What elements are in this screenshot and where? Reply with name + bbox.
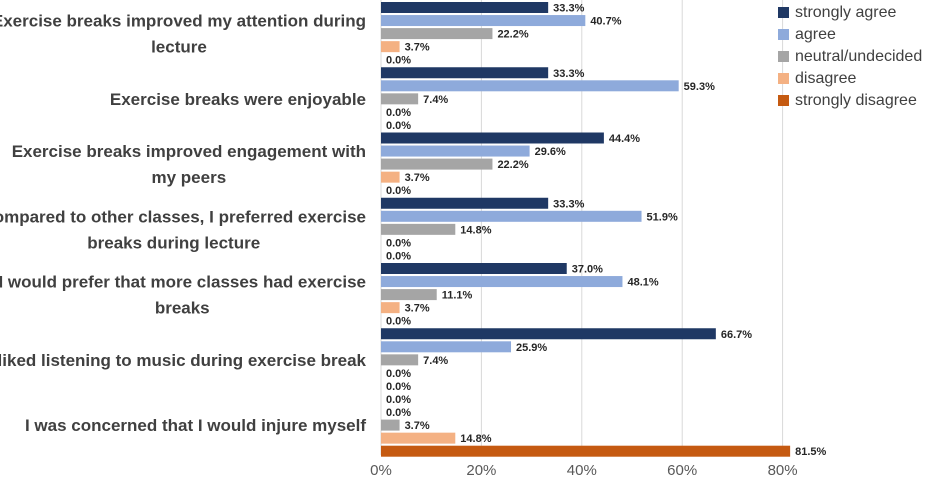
legend-swatch <box>778 7 789 18</box>
data-label: 0.0% <box>386 55 411 67</box>
bar-neutral-undecided <box>381 289 437 301</box>
x-axis-ticks: 0% 20% 40% 60% 80% <box>370 462 797 479</box>
legend-swatch <box>778 29 789 40</box>
bar-neutral-undecided <box>381 223 456 235</box>
x-tick-label: 40% <box>567 462 597 479</box>
bar-neutral-undecided <box>381 93 419 105</box>
data-label: 66.7% <box>721 329 752 341</box>
data-label: 14.8% <box>460 224 491 236</box>
data-label: 7.4% <box>423 355 448 367</box>
bar-strongly-agree <box>381 263 567 274</box>
category-label: I liked listening to music during exerci… <box>0 351 367 370</box>
legend-swatch <box>778 51 789 62</box>
bar-agree <box>381 341 512 353</box>
bar-disagree <box>381 432 456 444</box>
legend-label: disagree <box>795 70 856 87</box>
bar-strongly-disagree <box>381 445 791 457</box>
data-label: 3.7% <box>405 42 430 54</box>
bar-agree <box>381 145 530 157</box>
category-label: my peers <box>152 168 227 187</box>
category-label: breaks <box>155 299 210 318</box>
category-label: Exercise breaks improved engagement with <box>12 142 366 161</box>
data-label: 3.7% <box>405 420 430 432</box>
category-labels: Exercise breaks improved my attention du… <box>0 12 367 436</box>
bar-strongly-agree <box>381 197 549 209</box>
x-tick-label: 80% <box>768 462 798 479</box>
bar-neutral-undecided <box>381 354 419 366</box>
data-label: 22.2% <box>497 29 528 41</box>
bar-strongly-agree <box>381 328 716 340</box>
legend: strongly agree agree neutral/undecided disa… <box>778 4 922 109</box>
bar-disagree <box>381 302 400 314</box>
data-label: 22.2% <box>497 159 528 171</box>
bar-disagree <box>381 41 400 53</box>
data-label: 44.4% <box>609 133 640 145</box>
data-label: 11.1% <box>442 290 473 302</box>
data-label: 0.0% <box>386 120 411 132</box>
data-label: 3.7% <box>405 303 430 315</box>
data-label: 33.3% <box>553 68 584 80</box>
data-label: 40.7% <box>590 16 621 28</box>
data-label: 33.3% <box>553 3 584 15</box>
data-label: 0.0% <box>386 250 411 262</box>
category-label: Exercise breaks improved my attention du… <box>0 12 366 31</box>
bar-strongly-agree <box>381 2 549 13</box>
bar-neutral-undecided <box>381 419 400 431</box>
data-label: 37.0% <box>572 264 603 276</box>
bars <box>381 2 791 457</box>
data-label: 0.0% <box>386 407 411 419</box>
bar-agree <box>381 80 679 92</box>
data-label: 48.1% <box>627 277 658 289</box>
data-label: 0.0% <box>386 394 411 406</box>
data-label: 14.8% <box>460 433 491 445</box>
x-tick-label: 60% <box>667 462 697 479</box>
data-labels: 33.3%40.7%22.2%3.7%0.0%33.3%59.3%7.4%0.0… <box>386 3 827 459</box>
category-label: breaks during lecture <box>87 233 260 252</box>
legend-swatch <box>778 73 789 84</box>
bar-strongly-agree <box>381 132 604 144</box>
data-label: 25.9% <box>516 342 547 354</box>
category-label: Compared to other classes, I preferred e… <box>0 207 366 226</box>
category-label: Exercise breaks were enjoyable <box>110 90 366 109</box>
legend-label: strongly disagree <box>795 92 917 109</box>
data-label: 81.5% <box>795 446 826 458</box>
legend-swatch <box>778 95 789 106</box>
data-label: 0.0% <box>386 107 411 119</box>
bar-neutral-undecided <box>381 28 493 40</box>
data-label: 0.0% <box>386 368 411 380</box>
legend-label: strongly agree <box>795 4 896 21</box>
bar-agree <box>381 15 586 27</box>
bar-agree <box>381 210 642 222</box>
bar-disagree <box>381 171 400 183</box>
bar-neutral-undecided <box>381 158 493 170</box>
data-label: 3.7% <box>405 172 430 184</box>
data-label: 0.0% <box>386 185 411 197</box>
legend-label: agree <box>795 26 836 43</box>
category-label: I was concerned that I would injure myse… <box>25 416 366 435</box>
bar-strongly-agree <box>381 67 549 79</box>
x-tick-label: 0% <box>370 462 392 479</box>
data-label: 7.4% <box>423 94 448 106</box>
bar-agree <box>381 276 623 288</box>
data-label: 0.0% <box>386 237 411 249</box>
data-label: 0.0% <box>386 381 411 393</box>
x-tick-label: 20% <box>466 462 496 479</box>
data-label: 33.3% <box>553 198 584 210</box>
data-label: 0.0% <box>386 316 411 328</box>
legend-label: neutral/undecided <box>795 48 922 65</box>
category-label: I would prefer that more classes had exe… <box>0 273 366 292</box>
data-label: 29.6% <box>535 146 566 158</box>
data-label: 59.3% <box>684 81 715 93</box>
data-label: 51.9% <box>647 211 678 223</box>
category-label: lecture <box>151 38 207 57</box>
